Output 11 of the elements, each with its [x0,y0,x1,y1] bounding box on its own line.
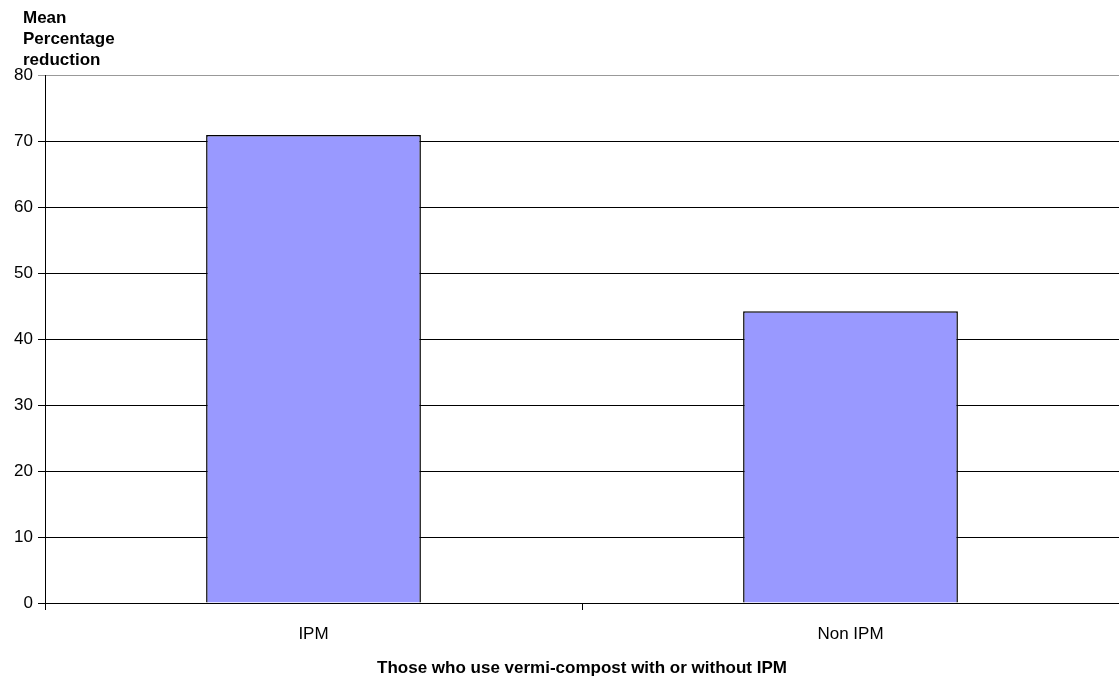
y-tick-label: 50 [14,262,33,282]
y-tick-label: 30 [14,394,33,414]
y-tick-label: 20 [14,460,33,480]
y-tick-label: 0 [23,592,33,612]
y-tick-label: 40 [14,328,33,348]
y-tick-label: 10 [14,526,33,546]
x-tick-label: IPM [298,623,329,643]
y-tick-label: 60 [14,196,33,216]
x-axis-title: Those who use vermi-compost with or without IPM [377,658,787,678]
y-tick-label: 70 [14,130,33,150]
x-tick-label: Non IPM [817,623,884,643]
